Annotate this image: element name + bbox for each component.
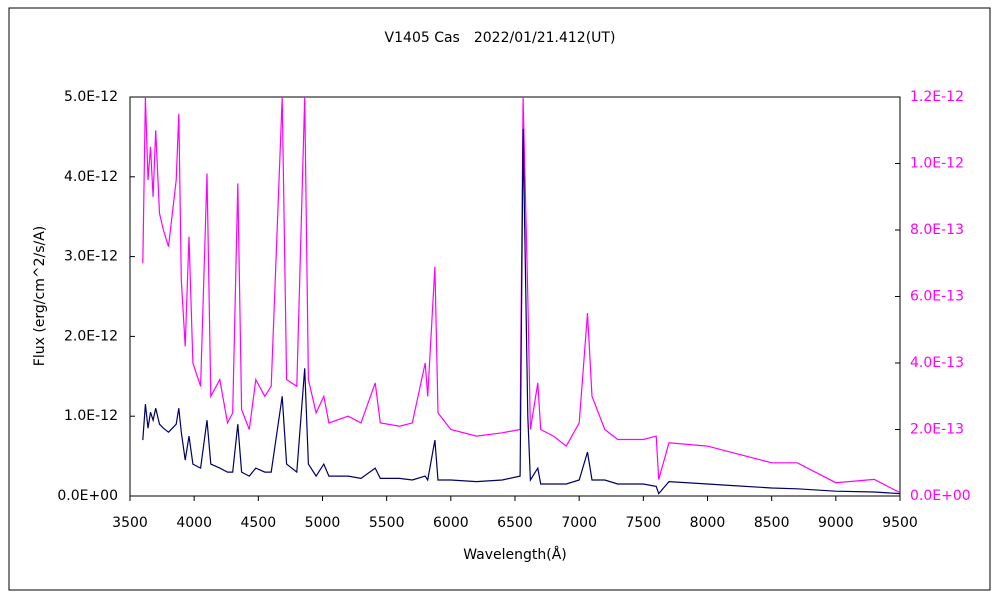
x-tick-label: 6000 [433, 515, 469, 531]
x-tick-label: 3500 [112, 515, 148, 531]
series-line [142, 128, 901, 495]
chart-frame [8, 7, 991, 591]
x-tick-label: 8000 [690, 515, 726, 531]
x-tick-label: 9000 [818, 515, 854, 531]
x-tick-label: 9500 [882, 515, 918, 531]
x-tick-label: 6500 [497, 515, 533, 531]
series-line [142, 96, 901, 494]
x-axis-label: Wavelength(Å) [463, 546, 567, 563]
x-tick-label: 5500 [369, 515, 405, 531]
y-tick-label: 5.0E-12 [64, 89, 118, 105]
x-tick-label: 4500 [241, 515, 277, 531]
chart-title: V1405 Cas 2022/01/21.412(UT) [385, 30, 616, 46]
y-tick-label: 2.0E-12 [64, 328, 118, 344]
y2-tick-label: 6.0E-13 [910, 289, 964, 305]
y2-tick-label: 4.0E-13 [910, 355, 964, 371]
y-tick-label: 4.0E-12 [64, 169, 118, 185]
y2-tick-label: 8.0E-13 [910, 222, 964, 238]
x-tick-label: 7000 [561, 515, 597, 531]
y2-tick-label: 1.2E-12 [910, 89, 964, 105]
x-tick-label: 8500 [754, 515, 790, 531]
x-tick-label: 4000 [176, 515, 212, 531]
y-tick-label: 3.0E-12 [64, 249, 118, 265]
x-tick-label: 5000 [305, 515, 341, 531]
x-tick-label: 7500 [626, 515, 662, 531]
y-axis-label: Flux (erg/cm^2/s/A) [32, 226, 48, 366]
y2-tick-label: 1.0E-12 [910, 156, 964, 172]
y2-tick-label: 0.0E+00 [910, 488, 971, 504]
y-tick-label: 0.0E+00 [57, 488, 118, 504]
y-tick-label: 1.0E-12 [64, 408, 118, 424]
y2-tick-label: 2.0E-13 [910, 422, 964, 438]
